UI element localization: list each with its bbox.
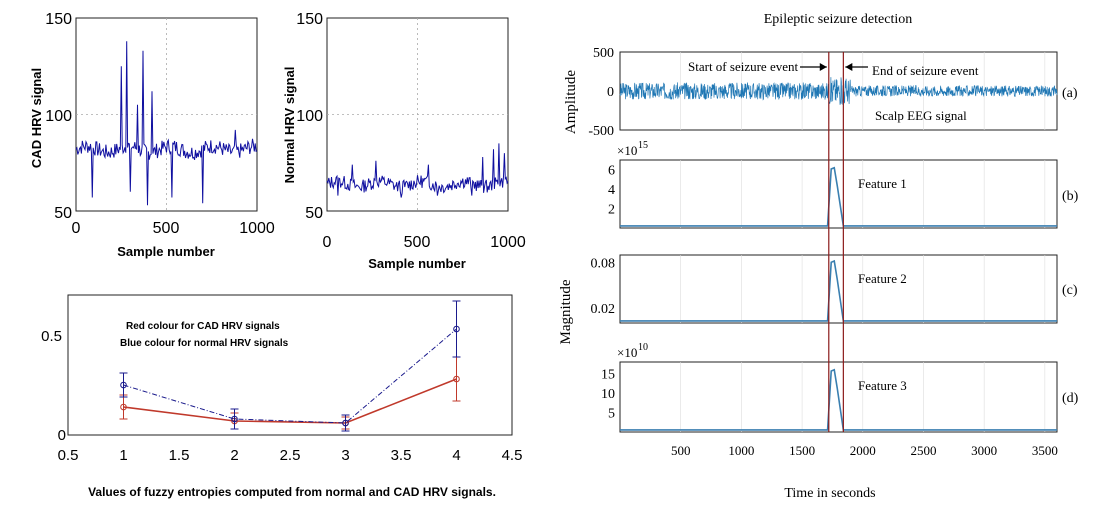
entropy-plot-frame <box>67 294 513 436</box>
eeg-xtick: 2500 <box>910 443 936 458</box>
eeg-ytick-a: 500 <box>593 46 614 61</box>
entropy-xticks: 0.5 1 1.5 2 2.5 3 3.5 4 4.5 <box>58 447 523 464</box>
eeg-ytick-b: 6 <box>608 164 615 179</box>
seizure-start-arrowhead <box>819 63 827 71</box>
eeg-panel-tag-c: (c) <box>1062 283 1078 298</box>
eeg-panel-tag-b: (b) <box>1062 189 1079 204</box>
eeg-xtick: 2000 <box>850 443 876 458</box>
eeg-amplitude-label: Amplitude <box>563 70 579 135</box>
cad-xtick-500: 500 <box>153 220 180 237</box>
entropy-series-red <box>123 378 457 424</box>
cad-hrv-chart: 150 100 50 0 500 1000 Sample number CAD … <box>29 11 275 259</box>
cad-grid <box>76 18 257 211</box>
normal-hrv-series <box>326 143 509 198</box>
normal-xtick-0: 0 <box>323 234 332 251</box>
entropy-marks <box>119 300 461 432</box>
cad-hrv-series <box>75 41 258 206</box>
normal-ylabel: Normal HRV signal <box>282 67 297 184</box>
eeg-ytick-b: 4 <box>608 183 615 198</box>
eeg-ytick-c: 0.08 <box>591 257 616 272</box>
normal-ytick-150: 150 <box>296 11 323 28</box>
eeg-ytick-d: 10 <box>601 387 615 402</box>
entropy-xtick: 1 <box>119 447 127 464</box>
entropy-point-red <box>120 403 127 411</box>
eeg-panel-tag-a: (a) <box>1062 86 1078 101</box>
eeg-exponent-power-d: 10 <box>638 342 648 353</box>
entropy-xlabel: Values of fuzzy entropies computed from … <box>88 485 496 499</box>
entropy-point-blue <box>231 415 238 423</box>
eeg-ytick-c: 0.02 <box>591 302 616 317</box>
entropy-series-blue <box>123 328 457 424</box>
normal-xtick-1000: 1000 <box>490 234 526 251</box>
cad-ytick-100: 100 <box>45 108 72 125</box>
normal-xtick-500: 500 <box>404 234 431 251</box>
eeg-panel-label: Feature 3 <box>858 378 907 393</box>
entropy-point-blue <box>120 381 127 389</box>
eeg-xtick: 3500 <box>1032 443 1058 458</box>
normal-ytick-100: 100 <box>296 108 323 125</box>
eeg-exponent-d: ×10 <box>617 345 637 360</box>
eeg-panel-label: Scalp EEG signal <box>875 108 967 123</box>
eeg-ytick-b: 2 <box>608 203 615 218</box>
entropy-chart: 0.5 0 0.5 1 1.5 2 2.5 3 3.5 4 4.5 Red colour for… <box>41 294 523 499</box>
eeg-panels: 500 0 -500 Scalp EEG signal (a) 6 4 2 Feature 1 ×… <box>588 46 1078 458</box>
eeg-ytick-d: 5 <box>608 407 615 422</box>
entropy-xtick: 1.5 <box>169 447 190 464</box>
entropy-xtick: 4 <box>452 447 460 464</box>
eeg-xtick: 500 <box>671 443 691 458</box>
entropy-point-blue <box>342 419 349 427</box>
seizure-start-label: Start of seizure event <box>688 59 798 74</box>
eeg-ytick-a: -500 <box>588 124 614 139</box>
eeg-chart: Epileptic seizure detection 500 0 -500 Scal… <box>558 12 1079 501</box>
cad-xlabel: Sample number <box>117 244 215 259</box>
eeg-panel-tag-d: (d) <box>1062 391 1079 406</box>
normal-xlabel: Sample number <box>368 256 466 271</box>
cad-ytick-150: 150 <box>45 11 72 28</box>
cad-xtick-1000: 1000 <box>239 220 275 237</box>
entropy-xtick: 3.5 <box>391 447 412 464</box>
entropy-xtick: 0.5 <box>58 447 79 464</box>
entropy-ytick-0.5: 0.5 <box>41 328 62 345</box>
eeg-ytick-a: 0 <box>607 85 614 100</box>
normal-ytick-50: 50 <box>305 205 323 222</box>
cad-xtick-0: 0 <box>72 220 81 237</box>
entropy-annotation-blue: Blue colour for normal HRV signals <box>120 338 289 349</box>
eeg-xlabel: Time in seconds <box>784 486 875 501</box>
eeg-exponent-b: ×10 <box>617 143 637 158</box>
entropy-ytick-0: 0 <box>58 427 66 444</box>
entropy-xtick: 4.5 <box>502 447 523 464</box>
eeg-signal <box>619 77 1058 106</box>
entropy-xtick: 2.5 <box>280 447 301 464</box>
eeg-xtick: 3000 <box>971 443 997 458</box>
entropy-xtick: 2 <box>230 447 238 464</box>
normal-hrv-chart: 150 100 50 0 500 1000 Sample number Norm… <box>282 11 526 271</box>
eeg-magnitude-label: Magnitude <box>558 279 574 344</box>
entropy-annotation-red: Red colour for CAD HRV signals <box>126 321 280 332</box>
seizure-end-label: End of seizure event <box>872 63 979 78</box>
eeg-panel-label: Feature 1 <box>858 176 907 191</box>
entropy-point-red <box>453 375 460 383</box>
cad-ytick-50: 50 <box>54 205 72 222</box>
eeg-xtick: 1500 <box>789 443 815 458</box>
seizure-end-arrowhead <box>845 63 853 71</box>
eeg-exponent-power-b: 15 <box>638 140 648 151</box>
cad-ylabel: CAD HRV signal <box>29 68 44 168</box>
eeg-title: Epileptic seizure detection <box>764 12 913 27</box>
eeg-ytick-d: 15 <box>601 368 615 383</box>
entropy-point-blue <box>453 325 460 333</box>
eeg-xtick: 1000 <box>728 443 754 458</box>
eeg-panel-label: Feature 2 <box>858 271 907 286</box>
entropy-xtick: 3 <box>341 447 349 464</box>
